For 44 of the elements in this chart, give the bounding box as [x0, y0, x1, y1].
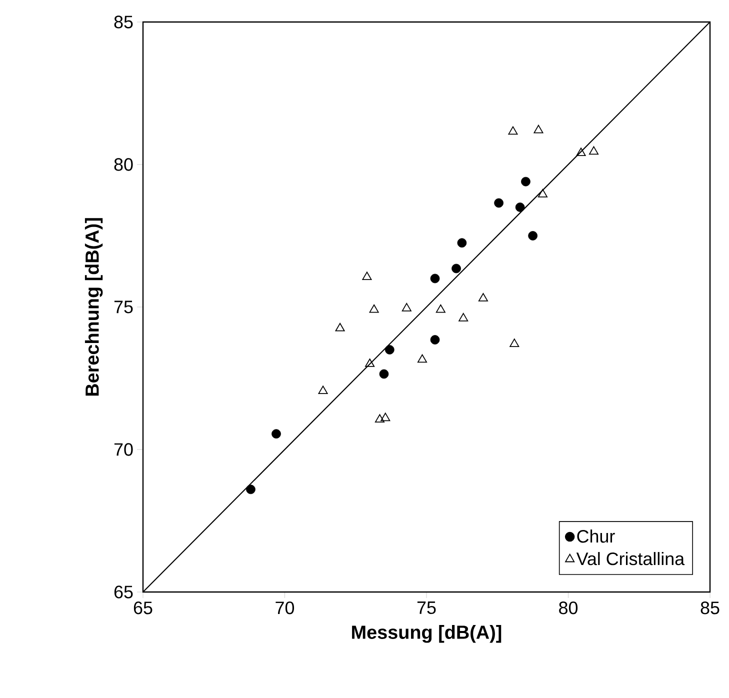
- point: [362, 272, 372, 280]
- point: [318, 386, 328, 394]
- point: [384, 345, 394, 354]
- point: [380, 412, 390, 422]
- point: [521, 176, 530, 186]
- legend-label: Chur: [577, 530, 615, 543]
- point: [508, 126, 518, 135]
- point: [494, 198, 504, 208]
- point: [534, 124, 544, 134]
- point: [510, 338, 520, 347]
- point: [430, 335, 440, 344]
- x-tick-label: 85: [700, 602, 720, 614]
- y-tick-label: 70: [114, 443, 133, 456]
- point: [538, 188, 548, 198]
- y-tick-label: 75: [114, 300, 133, 314]
- point: [369, 304, 379, 313]
- point: [528, 231, 538, 240]
- y-tick-label: 80: [114, 158, 133, 171]
- point: [457, 238, 467, 248]
- y-tick-label: 85: [114, 16, 133, 28]
- point: [576, 148, 586, 156]
- point: [272, 429, 281, 439]
- point: [430, 274, 440, 284]
- point: [374, 414, 384, 423]
- point: [478, 293, 488, 302]
- point: [417, 354, 428, 363]
- point: [379, 369, 389, 379]
- x-axis-title: Messung [dB(A)]: [352, 625, 502, 643]
- point: [589, 146, 599, 155]
- y-axis-title: Berechnung [dB(A)]: [84, 218, 103, 396]
- point: [246, 484, 256, 494]
- legend-label: Val Cristallina: [576, 552, 685, 566]
- point: [335, 322, 345, 332]
- x-tick-label: 80: [559, 602, 578, 614]
- point: [365, 358, 375, 367]
- x-tick-label: 75: [417, 602, 436, 614]
- point: [452, 264, 461, 274]
- point: [515, 202, 525, 212]
- point: [402, 302, 412, 312]
- point: [458, 312, 468, 322]
- x-tick-label: 70: [276, 602, 294, 614]
- point: [436, 304, 446, 313]
- y-tick-label: 65: [114, 586, 133, 598]
- x-tick-label: 65: [134, 602, 152, 614]
